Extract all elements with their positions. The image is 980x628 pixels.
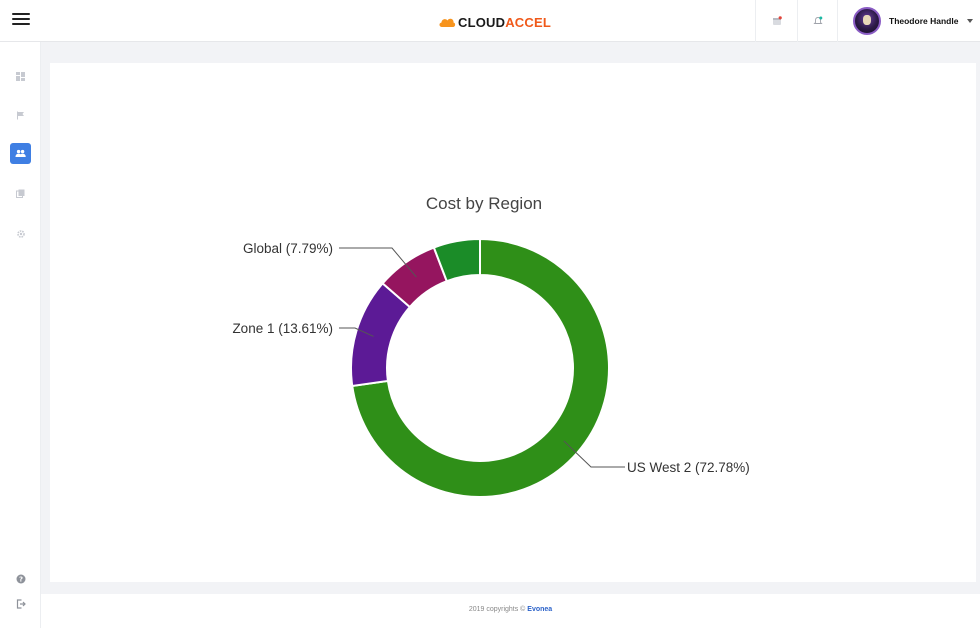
copy-icon	[16, 189, 25, 198]
copyright-text: 2019 copyrights ©	[468, 606, 528, 613]
pie-slice-us-west-2[interactable]	[351, 237, 610, 498]
pie-slice-other[interactable]	[432, 237, 481, 283]
calendar-button[interactable]	[755, 0, 797, 42]
chevron-down-icon	[967, 19, 974, 23]
logout-icon	[16, 598, 26, 609]
sidebar-item-settings[interactable]	[10, 223, 31, 244]
gear-icon	[16, 229, 25, 238]
data-label: Zone 1 (13.61%)	[232, 321, 333, 336]
grid-icon	[16, 72, 25, 81]
svg-text:?: ?	[18, 575, 22, 583]
sidebar-item-users[interactable]	[10, 143, 31, 164]
chart-title: Cost by Region	[426, 194, 542, 213]
user-name: Theodore Handle	[889, 16, 959, 26]
label-leader-line	[563, 440, 625, 468]
cost-by-region-chart: Cost by Region US West 2 (72.78%) Zone 1 …	[232, 194, 750, 498]
sidebar-item-help[interactable]: ?	[10, 568, 31, 589]
sidebar-item-dashboard[interactable]	[10, 66, 31, 87]
avatar	[853, 7, 881, 35]
cloud-icon	[439, 18, 456, 27]
data-label: US West 2 (72.78%)	[627, 460, 750, 475]
hamburger-menu-icon[interactable]	[12, 13, 30, 29]
question-icon: ?	[16, 574, 25, 583]
flag-icon	[17, 111, 24, 120]
sidebar-item-flags[interactable]	[10, 105, 31, 126]
logo-text: CLOUDACCEL	[458, 15, 551, 30]
footer-brand-link[interactable]: Evonea	[527, 606, 553, 613]
label-leader-line	[339, 327, 374, 337]
user-menu[interactable]: Theodore Handle	[837, 0, 980, 42]
label-leader-line	[339, 247, 417, 278]
app-logo[interactable]: CLOUDACCEL	[438, 12, 551, 32]
data-label: Global (7.79%)	[243, 241, 333, 256]
bell-icon	[812, 16, 823, 24]
sidebar-item-reports[interactable]	[10, 183, 31, 204]
footer: 2019 copyrights © Evonea	[41, 594, 980, 628]
top-header: CLOUDACCEL Theodore Handle	[0, 0, 980, 42]
users-icon	[15, 149, 26, 157]
chart-card: Cost by Region US West 2 (72.78%) Zone 1 …	[50, 63, 976, 582]
logo-part-cloud: CLOUD	[458, 14, 506, 30]
sidebar: ?	[0, 42, 41, 628]
calendar-icon	[772, 16, 782, 25]
notifications-button[interactable]	[797, 0, 837, 42]
sidebar-item-logout[interactable]	[10, 593, 31, 614]
logo-part-accel: ACCEL	[505, 14, 551, 30]
